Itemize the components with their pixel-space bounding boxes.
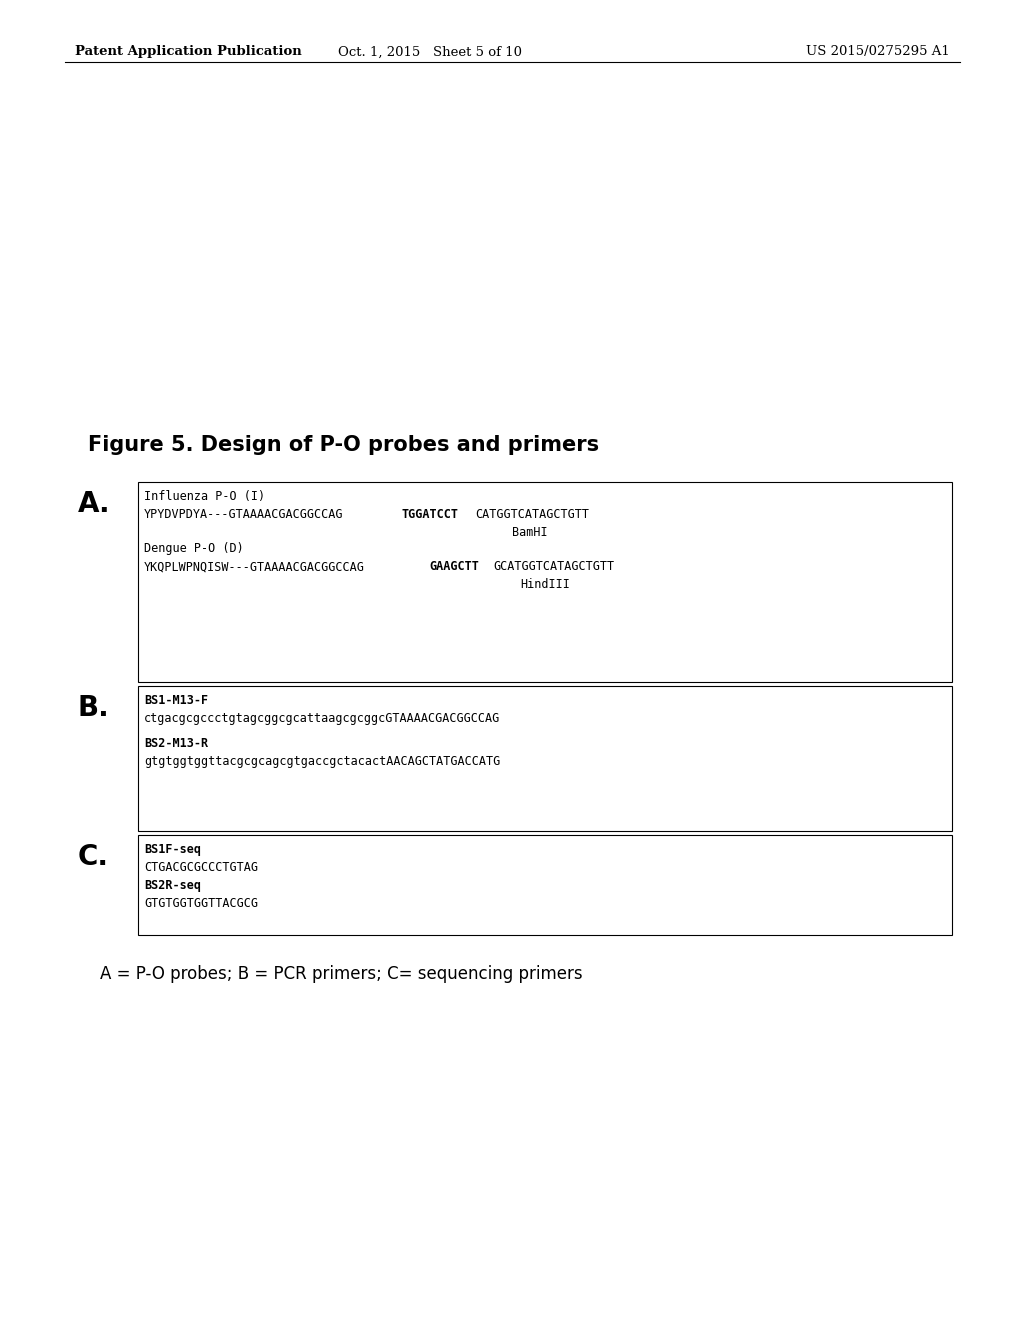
Bar — [138, 482, 952, 682]
Text: A.: A. — [78, 490, 111, 517]
Bar — [138, 836, 952, 935]
Text: TGGATCCT: TGGATCCT — [401, 508, 459, 521]
Text: GCATGGTCATAGCTGTT: GCATGGTCATAGCTGTT — [494, 560, 614, 573]
Text: ctgacgcgccctgtagcggcgcattaagcgcggcGTAAAACGACGGCCAG: ctgacgcgccctgtagcggcgcattaagcgcggcGTAAAA… — [144, 711, 501, 725]
Text: Influenza P-O (I): Influenza P-O (I) — [144, 490, 265, 503]
Text: Oct. 1, 2015   Sheet 5 of 10: Oct. 1, 2015 Sheet 5 of 10 — [338, 45, 522, 58]
Text: GAAGCTT: GAAGCTT — [429, 560, 479, 573]
Text: BS2R-seq: BS2R-seq — [144, 879, 201, 892]
Text: BamHI: BamHI — [512, 525, 548, 539]
Text: CATGGTCATAGCTGTT: CATGGTCATAGCTGTT — [475, 508, 589, 521]
Text: CTGACGCGCCCTGTAG: CTGACGCGCCCTGTAG — [144, 861, 258, 874]
Text: BS2-M13-R: BS2-M13-R — [144, 737, 208, 750]
Text: BS1-M13-F: BS1-M13-F — [144, 694, 208, 708]
Text: Figure 5. Design of P-O probes and primers: Figure 5. Design of P-O probes and prime… — [88, 436, 599, 455]
Text: YPYDVPDYA---GTAAAACGACGGCCAG: YPYDVPDYA---GTAAAACGACGGCCAG — [144, 508, 343, 521]
Text: YKQPLWPNQISW---GTAAAACGACGGCCAG: YKQPLWPNQISW---GTAAAACGACGGCCAG — [144, 560, 365, 573]
Text: B.: B. — [78, 694, 110, 722]
Text: A = P-O probes; B = PCR primers; C= sequencing primers: A = P-O probes; B = PCR primers; C= sequ… — [100, 965, 583, 983]
Text: BS1F-seq: BS1F-seq — [144, 843, 201, 855]
Text: C.: C. — [78, 843, 109, 871]
Text: gtgtggtggttacgcgcagcgtgaccgctacactAACAGCTATGACCATG: gtgtggtggttacgcgcagcgtgaccgctacactAACAGC… — [144, 755, 501, 768]
Text: GTGTGGTGGTTACGCG: GTGTGGTGGTTACGCG — [144, 898, 258, 909]
Text: HindIII: HindIII — [520, 578, 570, 591]
Text: US 2015/0275295 A1: US 2015/0275295 A1 — [806, 45, 950, 58]
Text: Dengue P-O (D): Dengue P-O (D) — [144, 543, 244, 556]
Text: Patent Application Publication: Patent Application Publication — [75, 45, 302, 58]
Bar — [138, 686, 952, 832]
